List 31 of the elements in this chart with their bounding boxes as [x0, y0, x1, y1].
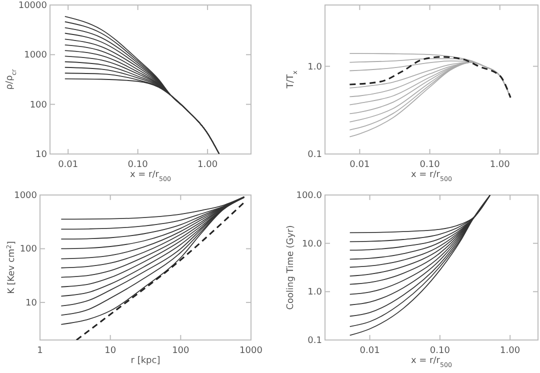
x-axis-title: x = r/r$_{500}$: [130, 170, 172, 182]
x-tick-label: 0.01: [58, 160, 78, 170]
y-tick-label: 100: [30, 100, 48, 110]
x-tick-label: 1.00: [490, 160, 510, 170]
y-tick-label: 100: [20, 244, 38, 255]
x-tick-label: 0.10: [420, 160, 440, 170]
x-tick-label: 1.00: [500, 346, 520, 356]
x-axis-title: r [kpc]: [130, 356, 160, 366]
y-tick-label: 1.0: [308, 288, 322, 298]
x-tick-label: 1.00: [198, 160, 218, 170]
x-tick-label: 1: [37, 346, 43, 356]
x-tick-label: 10: [104, 346, 116, 356]
y-tick-label: 10.0: [302, 239, 322, 250]
x-tick-label: 0.01: [350, 160, 370, 170]
x-tick-label: 0.10: [128, 160, 148, 170]
x-tick-label: 0.01: [360, 346, 380, 356]
x-tick-label: 0.10: [430, 346, 450, 356]
x-tick-label: 1000: [240, 346, 263, 356]
y-tick-label: 1000: [24, 50, 48, 61]
y-tick-label: 10000: [18, 1, 48, 11]
y-tick-label: 1.0: [308, 62, 322, 72]
y-tick-label: 100.0: [296, 191, 322, 201]
x-axis-title: x = r/r$_{500}$: [410, 170, 452, 182]
y-tick-label: 10: [26, 298, 38, 308]
y-tick-label: 10: [36, 150, 48, 160]
y-tick-label: 1000: [14, 191, 38, 201]
y-tick-label: 0.1: [308, 150, 322, 160]
x-tick-label: 100: [172, 346, 190, 356]
x-axis-title: x = r/r$_{500}$: [410, 356, 452, 368]
y-axis-title: Cooling Time (Gyr): [286, 225, 296, 310]
y-tick-label: 0.1: [308, 336, 322, 346]
